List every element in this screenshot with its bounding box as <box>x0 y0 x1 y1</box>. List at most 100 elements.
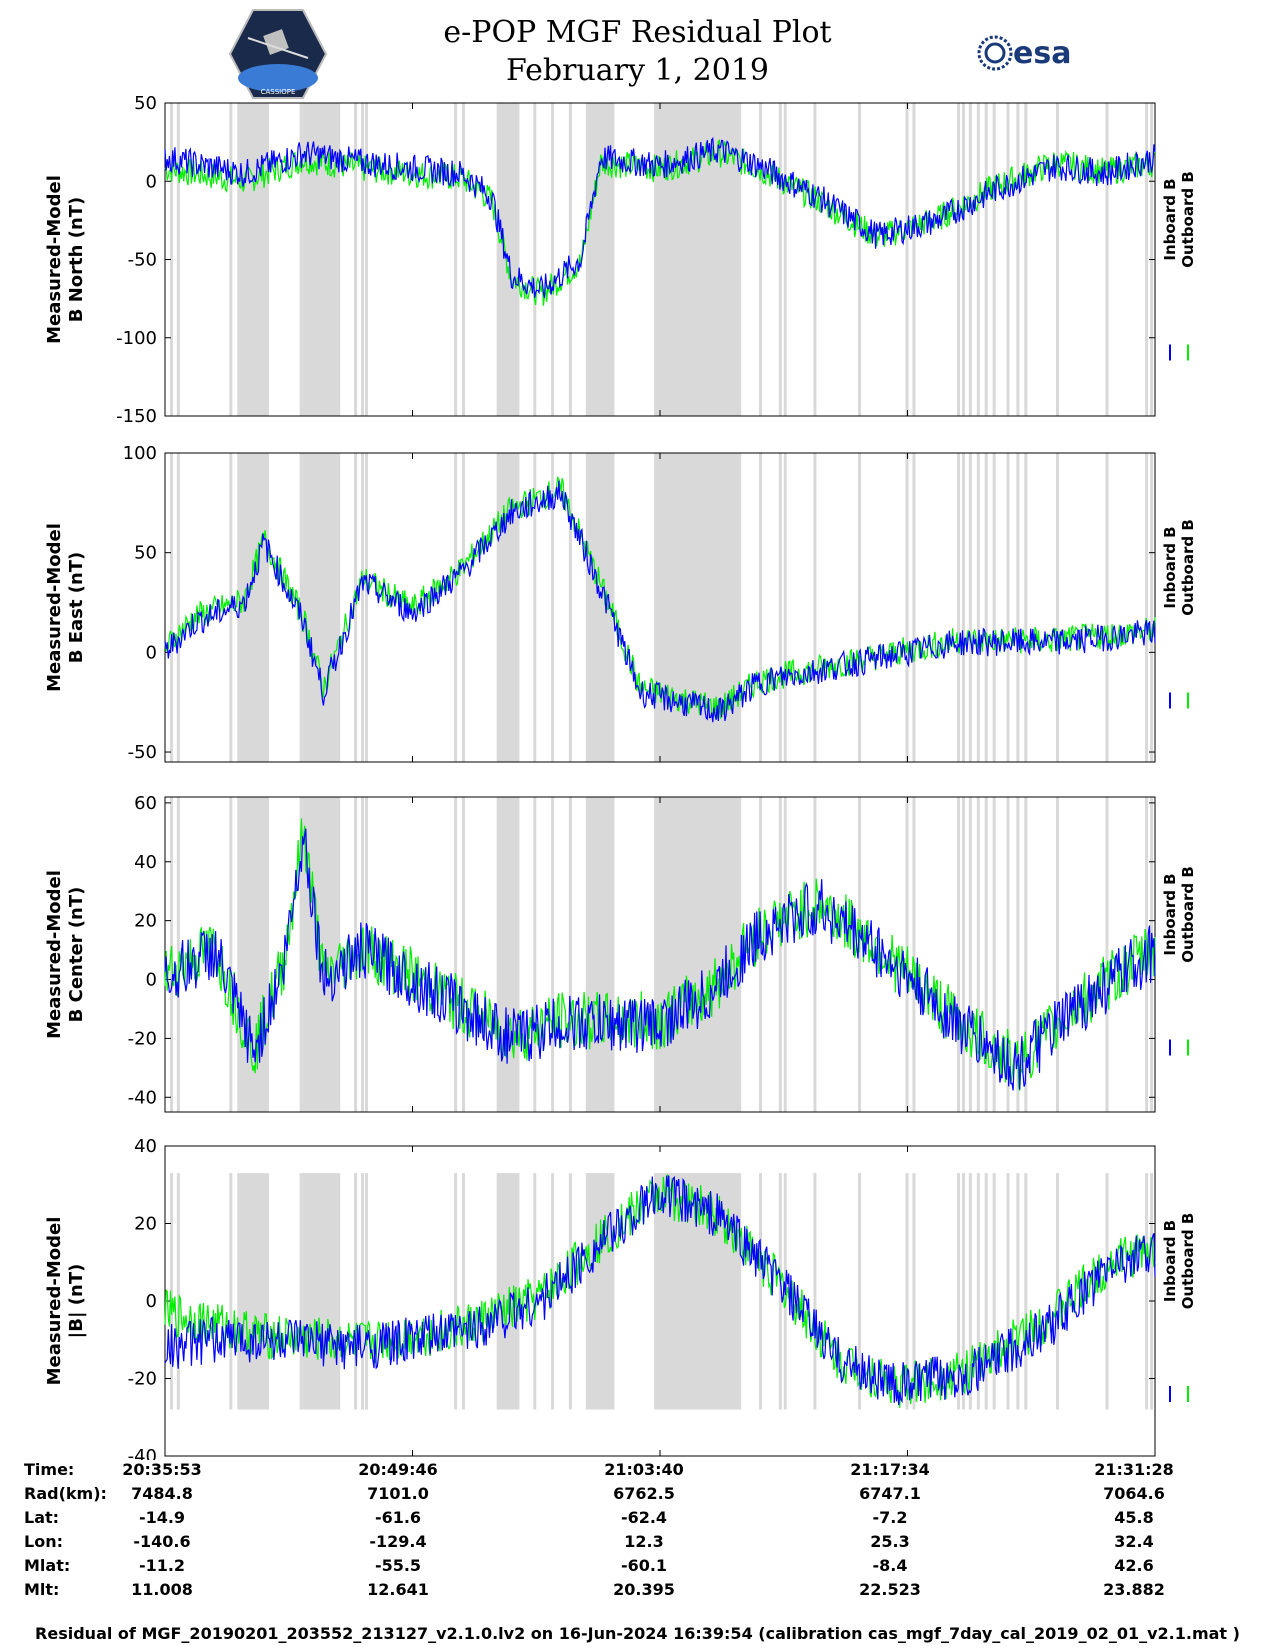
shaded-gap-line <box>1006 103 1010 416</box>
series-line-inboard <box>164 480 1156 723</box>
shaded-interval <box>237 103 269 416</box>
info-cell: 23.882 <box>1103 1580 1165 1599</box>
info-cell: -14.9 <box>138 1508 186 1527</box>
info-cell: 7101.0 <box>367 1484 429 1503</box>
shaded-interval <box>654 797 742 1112</box>
title-line-2: February 1, 2019 <box>505 53 769 88</box>
shaded-gap-line <box>568 103 572 416</box>
info-cell: 12.3 <box>624 1532 664 1551</box>
shaded-interval <box>654 1173 742 1410</box>
shaded-gap-line <box>1105 797 1109 1112</box>
y-tick-label: -20 <box>128 1028 157 1049</box>
shaded-gap-line <box>454 103 458 416</box>
y-axis-label-line1: Measured-Model <box>44 523 65 692</box>
shaded-gap-line <box>759 1173 762 1410</box>
y-tick-label: 40 <box>134 1136 157 1157</box>
shaded-gap-line <box>454 797 458 1112</box>
shaded-gap-line <box>1024 1173 1028 1410</box>
shaded-interval <box>299 1173 341 1410</box>
shaded-gap-line <box>984 797 988 1112</box>
y-tick-label: -50 <box>128 250 157 271</box>
info-cell: -129.4 <box>369 1532 427 1551</box>
legend-entry-outboard: Outboard B <box>1179 171 1197 268</box>
shaded-gap-line <box>957 453 960 762</box>
footer-caption: Residual of MGF_20190201_203552_213127_v… <box>35 1624 1240 1643</box>
shaded-gap-line <box>905 453 909 762</box>
shaded-gap-line <box>1150 1173 1154 1410</box>
shaded-gap-line <box>533 1173 537 1410</box>
info-cell: -140.6 <box>133 1532 191 1551</box>
shaded-gap-line <box>957 103 960 416</box>
shaded-gap-line <box>499 103 503 416</box>
orbit-info-table: Time: Rad(km): Lat: Lon: Mlat: Mlt: 20:35:53 74… <box>0 1460 1275 1620</box>
shaded-gap-line <box>976 1173 980 1410</box>
shaded-gap-line <box>551 453 555 762</box>
y-axis-label-line1: Measured-Model <box>44 1217 65 1386</box>
shaded-gap-line <box>551 103 555 416</box>
shaded-gap-line <box>912 1173 916 1410</box>
legend-entry-inboard: Inboard B <box>1161 1220 1179 1302</box>
shaded-gap-line <box>976 453 980 762</box>
shaded-gap-line <box>462 453 465 762</box>
page-title: e-POP MGF Residual Plot February 1, 2019 <box>0 14 1275 90</box>
legend: Inboard BOutboard B <box>1161 171 1197 268</box>
shaded-gap-line <box>858 103 861 416</box>
shaded-interval <box>654 103 742 416</box>
shaded-gap-line <box>364 453 368 762</box>
y-tick-label: 60 <box>134 793 157 814</box>
y-tick-label: 50 <box>134 543 157 564</box>
y-axis-label-line1: Measured-Model <box>44 870 65 1039</box>
y-tick-label: -40 <box>128 1446 157 1460</box>
legend: Inboard BOutboard B <box>1161 866 1197 963</box>
shaded-gap-line <box>1145 1173 1149 1410</box>
shaded-gap-line <box>759 797 762 1112</box>
shaded-gap-line <box>454 453 458 762</box>
y-tick-label: 0 <box>146 970 157 991</box>
shaded-gap-line <box>905 103 909 416</box>
shaded-gap-line <box>361 453 365 762</box>
shaded-gap-line <box>1105 453 1109 762</box>
y-axis-label: Measured-ModelB North (nT) <box>44 175 87 344</box>
cassiope-logo-text: CASSIOPE <box>261 88 296 96</box>
shaded-gap-line <box>858 797 861 1112</box>
shaded-gap-line <box>976 103 980 416</box>
info-cell: 45.8 <box>1114 1508 1154 1527</box>
shaded-gap-line <box>354 453 358 762</box>
panel-3: 60 40 20 0 -20 -40 Measured-ModelB Center (nT)… <box>44 793 1197 1113</box>
info-row-label: Rad(km): <box>24 1484 107 1503</box>
shaded-gap-line <box>1150 453 1154 762</box>
info-cell: 21:31:28 <box>1094 1460 1174 1479</box>
shaded-gap-line <box>679 103 683 416</box>
shaded-gap-line <box>499 453 503 762</box>
shaded-gap-line <box>533 797 537 1112</box>
y-axis-label-line2: B North (nT) <box>66 197 87 323</box>
y-tick-label: 0 <box>146 171 157 192</box>
series-line-outboard <box>164 1174 1156 1408</box>
shaded-gap-line <box>499 797 503 1112</box>
info-cell: 42.6 <box>1114 1556 1154 1575</box>
shaded-gap-line <box>229 797 233 1112</box>
shaded-gap-line <box>551 797 555 1112</box>
legend-entry-outboard: Outboard B <box>1179 866 1197 963</box>
shaded-gap-line <box>813 797 817 1112</box>
y-axis-label: Measured-ModelB East (nT) <box>44 523 87 692</box>
shaded-interval <box>585 1173 615 1410</box>
legend: Inboard BOutboard B <box>1161 1213 1197 1310</box>
shaded-gap-line <box>984 1173 988 1410</box>
shaded-gap-line <box>783 103 787 416</box>
shaded-gap-line <box>957 1173 960 1410</box>
y-tick-label: -20 <box>128 1369 157 1390</box>
legend-entry-inboard: Inboard B <box>1161 873 1179 955</box>
shaded-gap-line <box>462 1173 465 1410</box>
shaded-gap-line <box>229 103 233 416</box>
y-tick-label: 40 <box>134 852 157 873</box>
series-line-inboard <box>164 1175 1156 1406</box>
shaded-gap-line <box>1016 453 1020 762</box>
series-line-outboard <box>164 139 1156 306</box>
info-cell: 20:49:46 <box>358 1460 438 1479</box>
shaded-gap-line <box>1056 453 1059 762</box>
shaded-gap-line <box>1105 103 1109 416</box>
shaded-gap-line <box>813 1173 817 1410</box>
info-cell: 12.641 <box>367 1580 429 1599</box>
